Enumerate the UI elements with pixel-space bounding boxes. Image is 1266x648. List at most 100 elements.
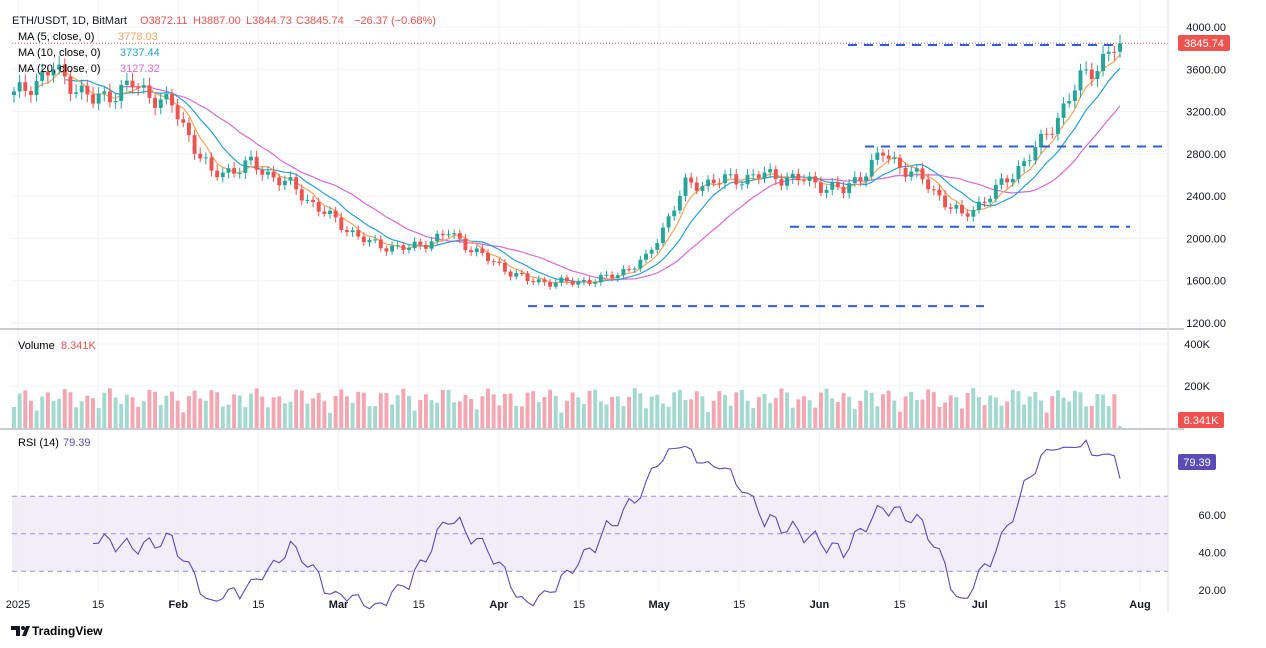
candle-body <box>621 269 626 276</box>
candle-body <box>350 230 355 233</box>
volume-bar <box>869 392 874 428</box>
candle-body <box>1072 90 1077 102</box>
rsi-badge: 79.39 <box>1183 457 1211 469</box>
candle-body <box>1084 69 1089 71</box>
candle-body <box>728 174 733 176</box>
volume-bar <box>976 397 981 428</box>
candle-body <box>1078 70 1083 91</box>
rsi-tick-label: 20.00 <box>1198 585 1226 597</box>
candle-body <box>824 189 829 193</box>
volume-bar <box>294 389 299 428</box>
candle-body <box>982 201 987 203</box>
candle-body <box>869 159 874 177</box>
candle-body <box>277 177 282 186</box>
volume-bar <box>232 394 237 428</box>
volume-bar <box>1005 401 1010 428</box>
candle-body <box>1095 71 1100 80</box>
candle-body <box>632 268 637 270</box>
time-tick-label: Mar <box>329 599 349 611</box>
volume-bar <box>282 403 287 428</box>
price-tick-label: 2000.00 <box>1186 233 1226 245</box>
ohlc-open: O3872.11 <box>140 15 188 27</box>
volume-bar <box>914 400 919 428</box>
volume-bar <box>892 400 897 428</box>
candle-body <box>1039 133 1043 148</box>
rsi-label: RSI (14) <box>18 437 59 449</box>
volume-bar <box>858 400 863 428</box>
volume-bar <box>553 395 558 428</box>
candle-body <box>249 156 253 161</box>
volume-bar <box>260 396 265 428</box>
ma10-value: 3737.44 <box>120 47 160 59</box>
candle-body <box>74 92 79 94</box>
time-tick-label: Aug <box>1129 599 1150 611</box>
price-tick-label: 2800.00 <box>1186 149 1226 161</box>
volume-bar <box>186 396 191 428</box>
volume-bar <box>17 393 22 428</box>
volume-bar <box>1106 406 1111 428</box>
candle-body <box>587 280 592 284</box>
candle-body <box>531 281 536 283</box>
volume-bar <box>164 395 169 428</box>
volume-bar <box>198 398 203 428</box>
candle-body <box>440 233 445 236</box>
candle-body <box>51 69 56 76</box>
candle-body <box>486 252 490 262</box>
volume-bar <box>57 398 62 428</box>
volume-bar <box>395 395 400 428</box>
candle-body <box>423 244 428 249</box>
candle-body <box>305 199 310 201</box>
candle-body <box>497 261 502 263</box>
time-tick-label: 15 <box>733 599 745 611</box>
candle-body <box>316 202 321 212</box>
candle-body <box>232 168 237 174</box>
volume-bar <box>909 391 914 428</box>
volume-tick-label: 200K <box>1184 381 1210 393</box>
candle-body <box>457 233 462 239</box>
volume-bar <box>1050 396 1055 428</box>
candle-body <box>711 179 716 184</box>
volume-bar <box>818 392 823 428</box>
candle-body <box>1101 53 1106 72</box>
volume-bar <box>830 398 835 428</box>
candle-body <box>756 174 761 179</box>
volume-bar <box>45 392 50 428</box>
candle-body <box>536 279 541 283</box>
volume-bar <box>926 389 931 428</box>
ma5-value: 3778.03 <box>118 31 158 43</box>
candle-body <box>779 179 784 186</box>
volume-bar <box>903 396 908 428</box>
volume-bar <box>683 399 688 428</box>
axes: 4000.00 3600.00 3200.00 2800.00 2400.00 2000.… <box>0 0 1226 612</box>
candle-body <box>17 82 22 92</box>
volume-bar <box>886 390 891 428</box>
volume-bar <box>559 412 564 428</box>
candle-body <box>23 82 28 91</box>
candle-body <box>378 239 383 249</box>
volume-bar <box>841 393 846 428</box>
candle-body <box>333 210 338 218</box>
candle-body <box>649 249 654 254</box>
volume-bar <box>847 396 852 428</box>
volume-bar <box>835 402 840 428</box>
volume-bar <box>587 390 592 428</box>
candle-body <box>299 189 304 201</box>
volume-bar <box>610 397 615 428</box>
candle-body <box>57 64 62 70</box>
volume-bar <box>1039 400 1043 428</box>
candle-body <box>1061 103 1066 118</box>
candle-body <box>418 241 423 245</box>
volume-bar <box>1101 394 1106 428</box>
volume-bar <box>91 398 95 428</box>
candle-body <box>1118 43 1122 52</box>
candle-body <box>361 236 366 243</box>
volume-bar <box>107 388 112 428</box>
volume-value: 8.341K <box>61 340 97 352</box>
volume-bar <box>74 407 79 428</box>
candle-body <box>644 253 648 260</box>
volume-bar <box>531 391 536 428</box>
volume-bar <box>536 402 541 428</box>
volume-label: Volume <box>18 340 55 352</box>
candle-body <box>260 169 265 175</box>
